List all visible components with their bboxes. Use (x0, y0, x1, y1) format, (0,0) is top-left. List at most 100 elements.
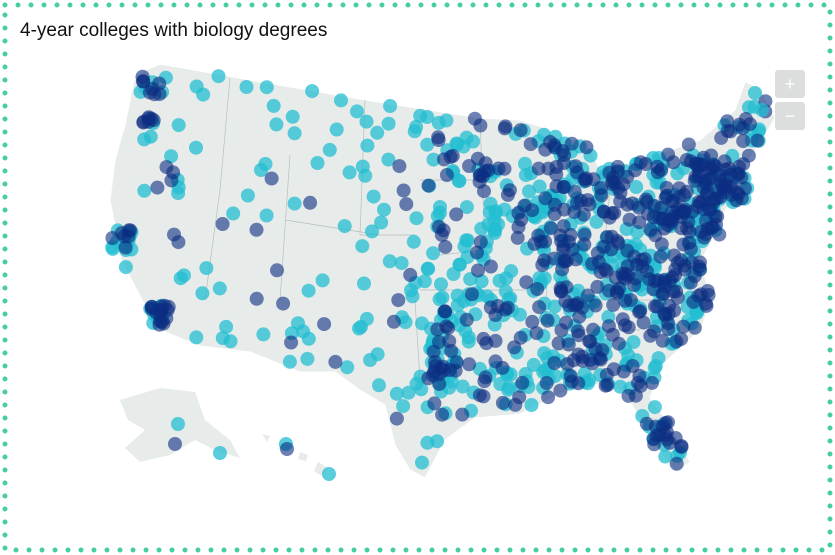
college-dot (473, 235, 488, 250)
college-dot (632, 368, 647, 383)
college-dot (215, 331, 230, 346)
college-dot (723, 124, 738, 139)
college-dot (655, 333, 670, 348)
college-dot (164, 173, 179, 188)
college-dot (625, 359, 640, 373)
college-dot (600, 378, 615, 393)
college-dot (287, 196, 302, 211)
college-dot (665, 194, 680, 209)
college-dot (578, 173, 593, 188)
college-dot (435, 407, 450, 422)
college-dot (658, 449, 673, 464)
college-dot (355, 239, 370, 254)
college-dot (305, 84, 320, 99)
college-dot (531, 161, 546, 176)
college-dot (415, 455, 429, 470)
college-dot (629, 180, 644, 194)
college-dot (703, 202, 718, 216)
college-dot (159, 160, 174, 175)
college-dot (439, 168, 454, 182)
college-dot (452, 174, 467, 188)
college-dot (303, 195, 318, 210)
college-dot (618, 293, 633, 308)
college-dot (284, 335, 299, 350)
college-dot (492, 273, 507, 288)
college-dot (647, 199, 662, 213)
college-dot (300, 351, 315, 366)
college-dot (437, 152, 451, 167)
college-dot (706, 158, 721, 173)
college-dot (471, 263, 485, 278)
college-dot (420, 435, 435, 450)
college-dot (676, 319, 691, 334)
college-dot (105, 241, 120, 256)
college-dot (382, 254, 397, 269)
college-dot (741, 100, 756, 115)
college-dot (683, 242, 698, 257)
college-dot (426, 152, 441, 167)
college-dot (547, 356, 562, 370)
college-dot (576, 207, 591, 222)
college-dot (750, 133, 765, 148)
zoom-out-button[interactable]: − (775, 102, 805, 130)
college-dot (168, 437, 182, 451)
college-dot (474, 274, 489, 289)
college-dot (409, 211, 424, 226)
college-dot (718, 171, 733, 186)
zoom-in-button[interactable]: + (775, 70, 805, 98)
college-dot (674, 440, 689, 455)
college-dot (488, 308, 503, 322)
college-dot (426, 246, 441, 261)
college-dot (478, 370, 493, 385)
college-dot (366, 189, 381, 204)
college-dot (431, 130, 446, 145)
college-dot (541, 390, 556, 405)
college-dot (444, 344, 459, 358)
college-dot (686, 294, 701, 309)
college-dot (350, 104, 364, 119)
college-dot (142, 85, 157, 100)
college-dot (285, 109, 300, 124)
college-dot (653, 249, 668, 264)
college-dot (583, 353, 598, 368)
college-dot (553, 281, 568, 296)
college-dot (748, 86, 762, 100)
college-dot (399, 197, 414, 212)
college-dot (632, 215, 647, 230)
college-dot (636, 315, 651, 330)
college-dot (513, 330, 528, 345)
college-dot (459, 312, 474, 327)
college-dot (406, 234, 421, 249)
college-dot (420, 137, 435, 152)
college-dot (643, 222, 658, 237)
college-dot (381, 116, 396, 131)
college-dot (215, 217, 230, 231)
college-dot (420, 261, 435, 276)
college-dot (105, 231, 120, 245)
college-dot (655, 211, 670, 226)
college-dot (582, 197, 597, 212)
college-dot (570, 196, 584, 211)
college-dot (553, 383, 568, 398)
college-dot (199, 261, 214, 276)
college-dot (473, 118, 488, 133)
college-dot (620, 243, 635, 258)
college-dot (414, 382, 429, 397)
college-dot (396, 183, 411, 198)
college-dot (549, 167, 564, 182)
college-dot (287, 126, 302, 141)
college-dot (337, 219, 352, 234)
college-dot (470, 245, 484, 260)
college-dot (602, 283, 617, 298)
college-dot (514, 212, 529, 227)
college-dot (729, 193, 744, 208)
college-dot (462, 357, 477, 372)
college-dot (585, 256, 600, 271)
college-dot (647, 324, 661, 339)
college-dot (674, 332, 689, 346)
college-dot (421, 178, 436, 193)
college-dot (556, 219, 571, 234)
college-dot (365, 224, 379, 239)
college-dot (661, 316, 676, 331)
college-dot (461, 334, 476, 349)
